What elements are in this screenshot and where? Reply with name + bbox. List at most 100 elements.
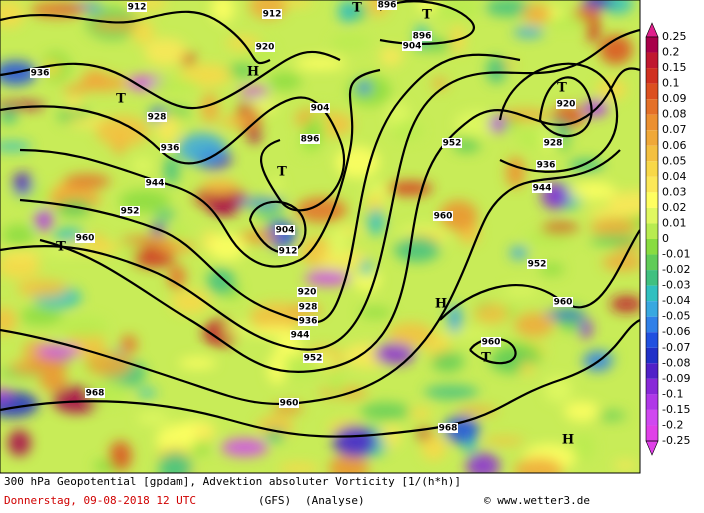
vorticity-patch <box>17 279 68 298</box>
pressure-center: T <box>277 165 287 180</box>
vorticity-patch <box>410 407 432 420</box>
geopotential-contours <box>0 0 640 438</box>
colorbar-label: 0.2 <box>662 46 680 59</box>
vorticity-patch <box>177 133 227 165</box>
vorticity-patch <box>223 321 255 338</box>
vorticity-patch <box>513 457 564 473</box>
contour-label-bg <box>532 183 552 193</box>
vorticity-patch <box>359 259 373 277</box>
contour <box>19 53 521 324</box>
vorticity-patch <box>582 0 614 9</box>
vorticity-patch <box>424 385 479 400</box>
vorticity-patch <box>209 233 246 261</box>
map-frame <box>0 0 641 474</box>
colorbar-label: 0.09 <box>662 92 687 105</box>
vorticity-patch <box>0 0 25 28</box>
contour-labels: 9129128968969049209369289048969369449529… <box>30 0 576 448</box>
contour-label: 896 <box>378 1 397 11</box>
vorticity-patch <box>29 1 86 18</box>
contour <box>0 50 341 110</box>
colorbar-swatch <box>646 409 658 426</box>
vorticity-patch <box>543 310 587 320</box>
colorbar-label: -0.07 <box>662 341 690 354</box>
vorticity-patch <box>86 351 132 377</box>
vorticity-patch <box>9 359 65 376</box>
colorbar-label: 0.07 <box>662 123 687 136</box>
vorticity-patch <box>149 77 200 93</box>
vorticity-patch <box>509 246 528 260</box>
contour-label: 920 <box>298 288 317 298</box>
colorbar-label: -0.2 <box>662 418 683 431</box>
vorticity-patch <box>158 241 197 253</box>
colorbar-swatch <box>646 114 658 131</box>
vorticity-patch <box>95 116 149 147</box>
contour-label-bg <box>303 353 323 363</box>
colorbar-swatch <box>646 239 658 255</box>
vorticity-patch <box>12 172 33 196</box>
vorticity-patch <box>579 318 593 339</box>
vorticity-patch <box>167 264 186 290</box>
contour-label: 952 <box>121 207 140 217</box>
vorticity-patch <box>523 3 552 25</box>
colorbar-frame <box>645 36 659 442</box>
vorticity-patch <box>251 326 298 337</box>
vorticity-patch <box>436 329 492 338</box>
contour-label: 912 <box>279 247 298 257</box>
vorticity-patch <box>454 110 502 137</box>
map: 9129128968969049209369289048969369449529… <box>0 0 640 473</box>
contour-label: 960 <box>280 399 299 409</box>
vorticity-patch <box>431 351 465 372</box>
vorticity-patch <box>483 436 525 445</box>
vorticity-patch <box>337 0 357 23</box>
vorticity-patch <box>394 236 441 263</box>
colorbar-label: -0.05 <box>662 310 690 323</box>
pressure-center: T <box>422 8 432 23</box>
vorticity-patch <box>0 307 17 335</box>
colorbar-swatch <box>646 316 658 333</box>
vorticity-patch <box>572 433 595 461</box>
colorbar-label: -0.09 <box>662 372 690 385</box>
contour-label: 928 <box>299 303 318 313</box>
vorticity-patch <box>374 343 416 365</box>
vorticity-patch <box>294 56 347 71</box>
vorticity-patch <box>218 115 258 128</box>
colorbar-label: 0.01 <box>662 216 687 229</box>
pressure-center: T <box>352 1 362 16</box>
vorticity-patch <box>154 210 176 220</box>
contour-label: 960 <box>482 338 501 348</box>
contour <box>0 10 271 65</box>
vorticity-patch <box>0 388 12 401</box>
colorbar-label: -0.02 <box>662 263 690 276</box>
colorbar-swatch <box>646 83 658 100</box>
contour-label-bg <box>75 233 95 243</box>
vorticity-patch <box>567 181 616 200</box>
colorbar-swatch <box>646 37 658 53</box>
pressure-center: H <box>562 433 574 448</box>
contour-label: 912 <box>263 10 282 20</box>
vorticity-patch <box>503 285 540 296</box>
vorticity-patch <box>278 462 320 473</box>
contour <box>0 28 640 351</box>
pressure-center: T <box>56 240 66 255</box>
colorbar-swatch <box>646 68 658 84</box>
vorticity-patch <box>465 452 501 473</box>
contour-label-bg <box>275 225 295 235</box>
vorticity-patch <box>268 72 302 91</box>
contour-label-bg <box>536 160 556 170</box>
contour-label: 920 <box>256 43 275 53</box>
vorticity-patch <box>514 312 554 337</box>
colorbar-swatch <box>646 52 658 69</box>
vorticity-patch <box>2 224 35 246</box>
vorticity-patch <box>573 7 601 21</box>
vorticity-patch <box>235 198 287 207</box>
footer-model: (GFS) <box>258 494 291 507</box>
contour-label: 960 <box>554 298 573 308</box>
contour-label-bg <box>527 259 547 269</box>
contour-label-bg <box>377 0 397 10</box>
colorbar-swatch <box>646 99 658 115</box>
colorbar-label: 0.05 <box>662 154 687 167</box>
vorticity-patch <box>0 254 41 279</box>
colorbar-swatch <box>646 223 658 239</box>
vorticity-patch <box>144 38 188 66</box>
